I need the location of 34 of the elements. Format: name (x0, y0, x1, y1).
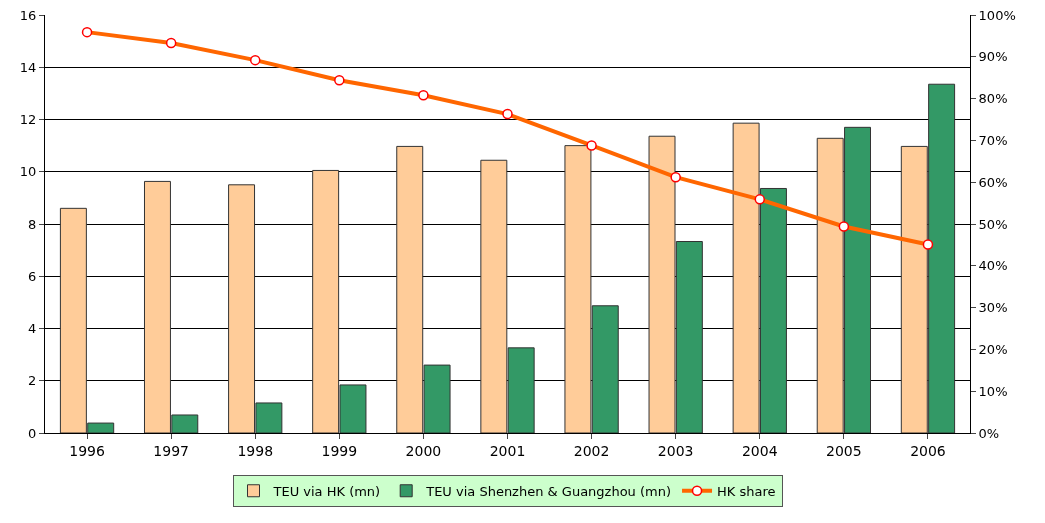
x-tick-label: 2000 (405, 442, 442, 459)
y-tick-label: 8 (28, 216, 37, 232)
legend-label: TEU via HK (mn) (272, 483, 381, 499)
x-tick-label: 2003 (657, 442, 694, 459)
y-tick-label: 10 (19, 164, 37, 180)
y2-tick-label: 100% (978, 7, 1016, 23)
y2-tick-label: 70% (978, 132, 1008, 148)
x-tick-label: 1996 (69, 442, 105, 459)
legend-label: HK share (717, 483, 776, 499)
x-tick-label: 1999 (321, 442, 358, 459)
y2-tick-label: 60% (978, 174, 1008, 190)
legend-label: TEU via Shenzhen & Guangzhou (mn) (425, 483, 672, 499)
y2-tick-label: 0% (978, 425, 1000, 441)
y2-tick-label: 90% (978, 49, 1008, 65)
x-tick-label: 2002 (573, 442, 610, 459)
y2-tick-label: 10% (978, 383, 1008, 399)
x-tick-label: 1998 (237, 442, 274, 459)
y-tick-label: 0 (28, 425, 37, 441)
y-tick-label: 6 (28, 268, 37, 284)
y2-tick-label: 40% (978, 258, 1008, 274)
y2-tick-label: 20% (978, 341, 1008, 357)
y-tick-label: 4 (28, 321, 37, 337)
y-tick-label: 14 (19, 59, 37, 75)
x-tick-label: 2005 (826, 442, 862, 459)
y2-tick-label: 30% (978, 300, 1008, 316)
x-tick-label: 2004 (741, 442, 778, 459)
y-tick-label: 2 (28, 373, 37, 389)
y-tick-label: 12 (19, 112, 37, 128)
x-tick-label: 2006 (910, 442, 946, 459)
x-tick-label: 2001 (489, 442, 526, 459)
y-tick-label: 16 (19, 7, 37, 23)
y2-tick-label: 50% (978, 216, 1008, 232)
y2-tick-label: 80% (978, 91, 1008, 107)
x-tick-label: 1997 (153, 442, 189, 459)
